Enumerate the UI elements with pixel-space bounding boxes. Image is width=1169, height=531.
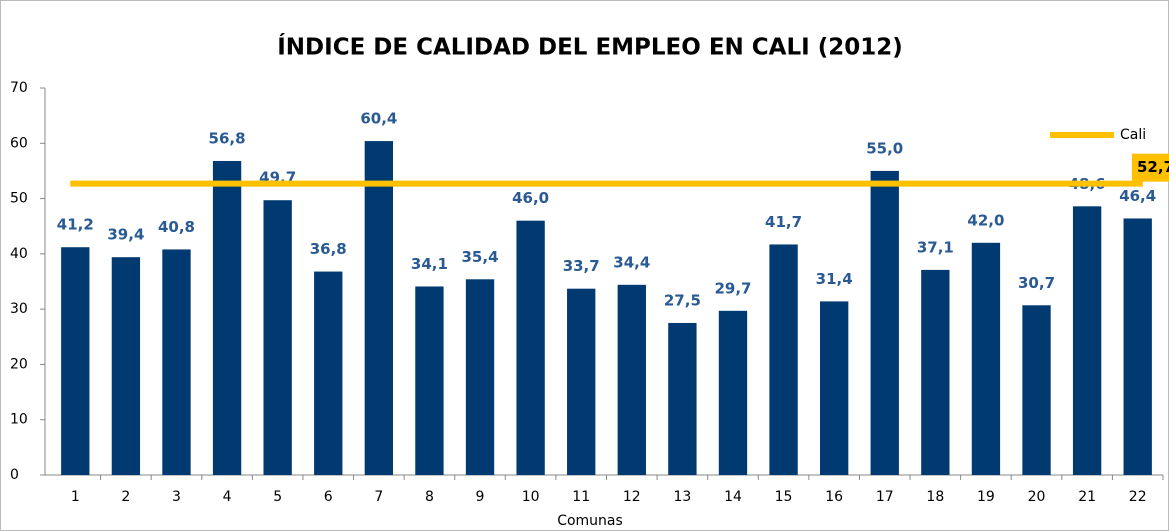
bar [465,279,495,475]
bar [921,269,950,475]
bar [1123,218,1152,475]
x-tick-label: 22 [1129,489,1147,505]
bar [314,271,343,475]
value-label: 46,4 [1119,187,1156,205]
bar [415,286,444,475]
x-tick-label: 1 [71,489,80,505]
value-label: 46,0 [512,189,549,207]
bar [567,288,596,475]
reference-label: 52,7 [1137,158,1169,176]
value-label: 33,7 [563,257,600,275]
x-tick-label: 20 [1028,489,1046,505]
bar [1022,305,1051,475]
value-label: 41,7 [765,213,802,231]
x-tick-label: 14 [724,489,742,505]
value-label: 60,4 [360,110,397,128]
legend-label: Cali [1120,127,1146,143]
value-label: 31,4 [816,270,853,288]
x-tick-label: 12 [623,489,641,505]
x-axis-label: Comunas [557,513,623,529]
x-tick-label: 17 [876,489,894,505]
value-label: 34,4 [613,253,650,271]
y-tick-label: 70 [10,80,28,96]
value-label: 56,8 [209,129,246,147]
y-tick-label: 20 [10,356,28,372]
bar [769,244,798,475]
value-label: 39,4 [107,226,144,244]
value-label: 30,7 [1018,274,1055,292]
x-tick-label: 9 [476,489,485,505]
x-tick-label: 18 [926,489,944,505]
chart-title: ÍNDICE DE CALIDAD DEL EMPLEO EN CALI (20… [277,33,903,61]
x-tick-label: 3 [172,489,181,505]
bar [263,200,292,476]
value-label: 41,2 [57,216,94,234]
x-tick-label: 4 [223,489,232,505]
bar [668,322,697,475]
y-tick-label: 30 [10,301,28,317]
bar [516,220,545,475]
value-label: 55,0 [866,139,903,157]
value-label: 36,8 [310,240,347,258]
x-tick-label: 8 [425,489,434,505]
x-tick-label: 7 [374,489,383,505]
value-label: 29,7 [714,279,751,297]
x-tick-label: 19 [977,489,995,505]
x-tick-label: 10 [522,489,540,505]
x-tick-label: 11 [572,489,590,505]
bar [1072,206,1102,475]
value-label: 37,1 [917,238,954,256]
bar [617,284,646,475]
value-label: 35,4 [462,248,499,266]
bar [212,160,242,475]
y-tick-label: 0 [10,467,19,483]
bar [162,249,191,475]
x-tick-label: 6 [324,489,333,505]
bar [61,247,90,475]
x-tick-label: 15 [775,489,793,505]
bar [819,301,849,475]
x-tick-label: 13 [673,489,691,505]
y-tick-label: 60 [10,135,28,151]
value-label: 42,0 [967,211,1004,229]
bar [870,170,899,475]
y-tick-label: 40 [10,246,28,262]
bar [111,257,141,475]
bar [718,310,748,475]
x-tick-label: 16 [825,489,843,505]
bar [364,141,394,475]
x-tick-label: 2 [121,489,130,505]
bar [971,242,1001,475]
x-tick-label: 5 [273,489,282,505]
value-label: 34,1 [411,255,448,273]
y-tick-label: 50 [10,191,28,207]
y-tick-label: 10 [10,412,28,428]
reference-label-box [1132,153,1169,182]
value-label: 40,8 [158,218,195,236]
value-label: 27,5 [664,291,701,309]
x-tick-label: 21 [1078,489,1096,505]
